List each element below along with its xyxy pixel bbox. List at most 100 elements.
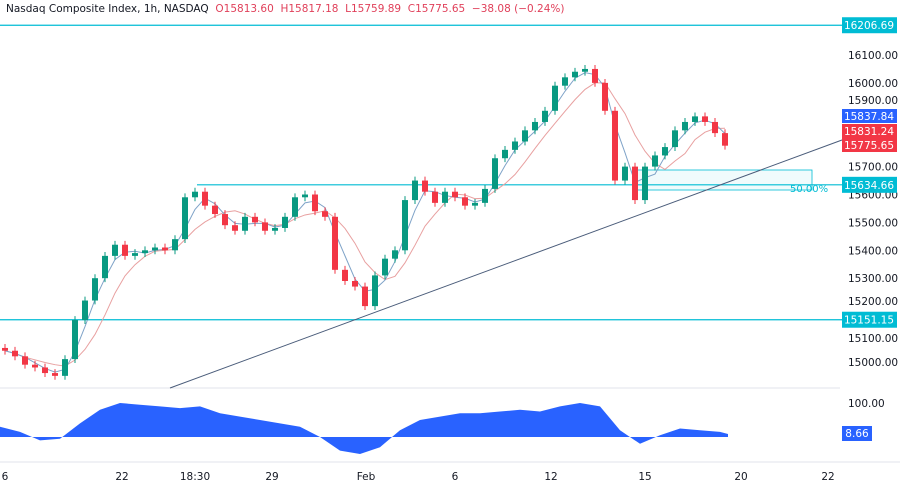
candle-body	[342, 269, 348, 281]
candle-body	[362, 286, 368, 307]
candle-body	[622, 166, 628, 181]
candle-body	[82, 300, 88, 321]
change-value: −38.08 (−0.24%)	[471, 3, 565, 15]
candle-body	[122, 244, 128, 256]
candle-body	[652, 155, 658, 167]
x-tick-label: 22	[821, 471, 834, 483]
candle-body	[112, 244, 118, 256]
candle-body	[102, 255, 108, 279]
candle-body	[532, 121, 538, 131]
candle-body	[382, 258, 388, 276]
candle-body	[162, 247, 168, 251]
candle-body	[472, 202, 478, 206]
candle-body	[322, 211, 328, 217]
y-tick-label: 15900.00	[848, 95, 898, 107]
candle-body	[202, 191, 208, 206]
candle-body	[192, 191, 198, 198]
y-tick-label: 15500.00	[848, 217, 898, 229]
candle-body	[52, 373, 58, 376]
level-price-label: 16206.69	[844, 20, 894, 32]
candle-body	[142, 250, 148, 254]
candle-body	[182, 197, 188, 240]
candle-body	[282, 216, 288, 228]
candle-body	[712, 121, 718, 134]
price-tag-label: 15831.24	[844, 126, 894, 138]
y-tick-label: 16100.00	[848, 50, 898, 62]
level-price-tag	[842, 17, 897, 34]
level-price-tag	[842, 311, 897, 328]
price-tag-label: 15775.65	[844, 140, 894, 152]
candle-body	[612, 110, 618, 181]
candle-body	[642, 166, 648, 201]
candle-body	[662, 147, 668, 156]
candle-body	[172, 239, 178, 251]
close-value: C15775.65	[407, 3, 466, 15]
candle-body	[682, 121, 688, 131]
candle-body	[672, 130, 678, 148]
candle-body	[582, 68, 588, 72]
candle-body	[412, 180, 418, 201]
candle-body	[272, 227, 278, 231]
level-price-label: 15151.15	[844, 315, 894, 327]
candle-body	[692, 116, 698, 122]
candle-body	[572, 71, 578, 78]
level-price-label: 15634.66	[844, 180, 894, 192]
oscillator-tick-label: 100.00	[848, 398, 885, 410]
candle-body	[402, 200, 408, 251]
price-tag-label: 15837.84	[844, 111, 894, 123]
candle-body	[592, 68, 598, 83]
candle-body	[542, 110, 548, 122]
candle-body	[632, 166, 638, 201]
candle-body	[332, 216, 338, 270]
open-value: O15813.60	[215, 3, 274, 15]
candle-body	[512, 141, 518, 150]
candle-body	[312, 194, 318, 212]
candle-body	[252, 216, 258, 223]
price-tag	[842, 138, 897, 152]
y-tick-label: 15700.00	[848, 162, 898, 174]
candle-body	[602, 82, 608, 111]
x-tick-label: 29	[265, 471, 278, 483]
y-tick-label: 15300.00	[848, 273, 898, 285]
x-tick-label: 6	[452, 471, 459, 483]
candle-body	[222, 214, 228, 226]
x-tick-label: 20	[734, 471, 747, 483]
candle-body	[702, 116, 708, 122]
candle-body	[292, 197, 298, 217]
level-price-tag	[842, 176, 897, 193]
candle-body	[372, 275, 378, 307]
candle-body	[562, 77, 568, 86]
candle-body	[32, 364, 38, 368]
y-tick-label: 15200.00	[848, 296, 898, 308]
candle-body	[262, 222, 268, 231]
candle-body	[232, 225, 238, 231]
fib-zone	[636, 169, 813, 191]
candle-body	[152, 247, 158, 251]
low-value: L15759.89	[345, 3, 402, 15]
candle-body	[522, 130, 528, 142]
x-tick-label: 15	[638, 471, 651, 483]
x-tick-label: 22	[115, 471, 128, 483]
candle-body	[722, 133, 728, 146]
candle-body	[432, 191, 438, 203]
oscillator-area	[0, 403, 728, 454]
x-tick-label: 18:30	[180, 471, 210, 483]
y-tick-label: 15100.00	[848, 333, 898, 345]
legend-header: Nasdaq Composite Index, 1h, NASDAQ O1581…	[6, 3, 564, 15]
candle-body	[12, 350, 18, 357]
candle-body	[482, 188, 488, 203]
candle-body	[392, 250, 398, 259]
high-value: H15817.18	[280, 3, 339, 15]
candle-body	[92, 278, 98, 301]
candle-body	[132, 253, 138, 256]
candle-body	[212, 205, 218, 215]
x-tick-label: Feb	[357, 471, 376, 483]
price-tag	[842, 109, 897, 123]
y-tick-label: 15000.00	[848, 357, 898, 369]
price-tag	[842, 124, 897, 138]
candle-body	[62, 359, 68, 376]
candle-body	[502, 149, 508, 159]
candle-body	[452, 191, 458, 198]
